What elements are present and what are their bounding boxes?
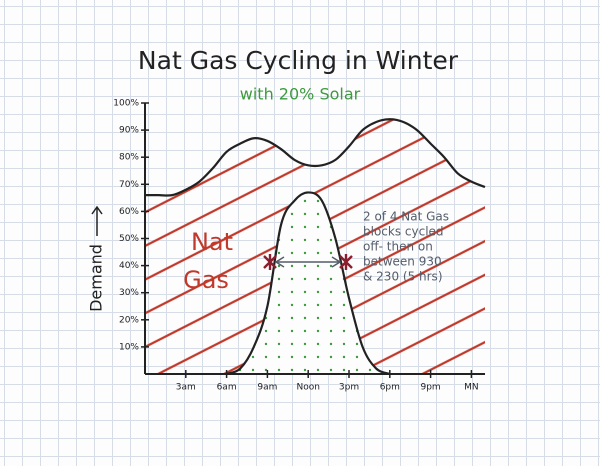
y-tick-label: 30% xyxy=(119,288,139,298)
y-tick-label: 40% xyxy=(119,261,139,271)
y-tick-label: 90% xyxy=(119,126,139,136)
x-tick-label: 3pm xyxy=(339,383,359,393)
chart-subtitle: with 20% Solar xyxy=(240,85,361,104)
annotation-text: between 930 xyxy=(363,255,442,269)
y-tick-label: 10% xyxy=(119,342,139,352)
y-axis-label: Demand xyxy=(87,244,106,312)
annotation-text: Gas xyxy=(183,266,229,294)
x-tick-label: 6pm xyxy=(380,383,400,393)
chart-title: Nat Gas Cycling in Winter xyxy=(138,46,459,75)
x-tick-label: 9am xyxy=(257,383,277,393)
annotation-text: 2 of 4 Nat Gas xyxy=(363,210,449,224)
area-fill xyxy=(226,192,390,374)
x-tick-label: 3am xyxy=(176,383,196,393)
y-tick-label: 20% xyxy=(119,315,139,325)
area-line xyxy=(145,118,486,197)
annotation-text: off- then on xyxy=(363,240,433,254)
arrow-head xyxy=(274,256,342,268)
annotation-text: Nat xyxy=(191,228,233,256)
y-tick-label: 60% xyxy=(119,207,139,217)
x-tick-label: MN xyxy=(464,383,479,393)
y-tick-label: 100% xyxy=(113,99,139,109)
y-label-arrow xyxy=(91,205,103,236)
x-tick-label: 9pm xyxy=(420,383,440,393)
y-tick-label: 80% xyxy=(119,153,139,163)
star-marker xyxy=(263,254,277,270)
y-tick-label: 70% xyxy=(119,180,139,190)
annotation-text: blocks cycled xyxy=(363,225,444,239)
annotation-text: & 230 (5 hrs) xyxy=(363,270,443,284)
star-marker xyxy=(339,254,353,270)
y-tick-label: 50% xyxy=(119,234,139,244)
x-tick-label: 6am xyxy=(217,383,237,393)
x-tick-label: Noon xyxy=(296,383,319,393)
area-line xyxy=(226,191,391,376)
